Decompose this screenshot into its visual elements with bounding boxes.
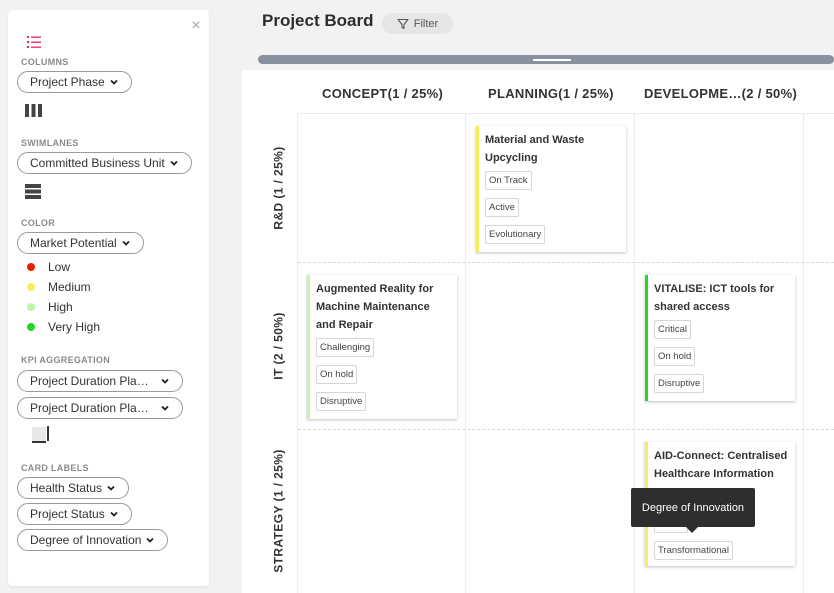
swimlanes-section-title: SWIMLANES <box>21 138 79 148</box>
list-icon[interactable] <box>27 35 41 49</box>
project-status-tag: Active <box>485 198 519 217</box>
swimlane-divider <box>298 262 834 263</box>
card-title: VITALISE: ICT tools for shared access <box>654 283 775 313</box>
columns-select-value: Project Phase <box>30 75 105 89</box>
kpi-select-2-value: Project Duration Planned <box>30 401 154 415</box>
card-labels-section-title: CARD LABELS <box>21 463 89 473</box>
column-divider <box>803 113 804 593</box>
legend-label: Very High <box>48 320 101 334</box>
kpi-select-1[interactable]: Project Duration Planned <box>17 370 183 392</box>
horizontal-scrollbar[interactable] <box>258 55 834 64</box>
legend-label: Medium <box>48 280 91 294</box>
page-title: Project Board <box>262 11 374 30</box>
filter-icon <box>397 18 409 29</box>
column-divider <box>465 113 466 593</box>
swimlanes-select[interactable]: Committed Business Unit <box>17 152 192 174</box>
chevron-down-icon <box>122 240 130 246</box>
health-status-tag: Challenging <box>316 338 375 357</box>
color-select-value: Market Potential <box>30 236 117 250</box>
scrollbar-grip[interactable] <box>533 59 571 61</box>
filter-button[interactable]: Filter <box>382 13 453 34</box>
legend-dot <box>27 303 35 311</box>
innovation-tag: Transformational <box>654 541 733 560</box>
chevron-down-icon <box>161 378 169 384</box>
chevron-down-icon <box>107 485 115 491</box>
project-card-vitalise[interactable]: VITALISE: ICT tools for shared access Cr… <box>645 275 795 401</box>
legend-item-low: Low <box>27 260 70 274</box>
column-divider <box>297 113 298 593</box>
color-select[interactable]: Market Potential <box>17 232 144 254</box>
swimlane-header-it: IT (2 / 50%) <box>262 262 296 429</box>
kpi-section-title: KPI AGGREGATION <box>21 355 111 365</box>
legend-dot <box>27 263 35 271</box>
innovation-tag: Disruptive <box>654 374 705 393</box>
swimlane-header-rd: R&D (1 / 25%) <box>262 113 296 262</box>
chevron-down-icon <box>110 79 118 85</box>
card-label-degree-of-innovation[interactable]: Degree of Innovation <box>17 529 169 551</box>
card-label-value: Health Status <box>30 481 103 495</box>
swimlane-header-strategy: STRATEGY (1 / 25%) <box>262 429 296 593</box>
rows-icon <box>25 184 41 199</box>
column-header-concept: CONCEPT(1 / 25%) <box>322 86 444 101</box>
board-top-divider <box>298 113 834 114</box>
chevron-down-icon <box>146 537 155 543</box>
filter-label: Filter <box>413 17 439 30</box>
kpi-select-1-value: Project Duration Planned <box>30 374 154 388</box>
columns-select[interactable]: Project Phase <box>17 71 132 93</box>
legend-label: Low <box>48 260 71 274</box>
project-status-tag: On hold <box>316 365 358 384</box>
card-label-project-status[interactable]: Project Status <box>17 503 132 525</box>
health-status-tag: On Track <box>485 171 532 190</box>
columns-icon <box>25 104 42 117</box>
close-icon[interactable]: × <box>191 17 201 34</box>
health-status-tag: Critical <box>654 320 692 339</box>
legend-item-very-high: Very High <box>27 320 100 334</box>
innovation-tag: Disruptive <box>316 392 367 411</box>
innovation-tag: Evolutionary <box>485 225 546 244</box>
column-header-development: DEVELOPME…(2 / 50%) <box>644 86 798 101</box>
column-header-planning: PLANNING(1 / 25%) <box>488 86 614 101</box>
tooltip: Degree of Innovation <box>631 488 755 533</box>
card-label-health-status[interactable]: Health Status <box>17 477 130 499</box>
column-divider <box>634 113 635 593</box>
settings-sidebar: × <box>8 10 209 586</box>
legend-label: High <box>48 300 73 314</box>
legend-item-medium: Medium <box>27 280 91 294</box>
legend-item-high: High <box>27 300 73 314</box>
columns-section-title: COLUMNS <box>21 57 69 67</box>
project-card-augmented-reality[interactable]: Augmented Reality for Machine Maintenanc… <box>307 275 457 419</box>
project-status-tag: On hold <box>654 347 696 366</box>
swimlane-label: IT (2 / 50%) <box>272 311 287 380</box>
swimlanes-select-value: Committed Business Unit <box>30 156 165 170</box>
chevron-down-icon <box>161 405 169 411</box>
bar-size-icon <box>32 426 49 443</box>
swimlane-label: R&D (1 / 25%) <box>272 145 286 230</box>
card-title: AID-Connect: Centralised Healthcare Info… <box>654 450 788 480</box>
legend-dot <box>27 323 35 331</box>
chevron-down-icon <box>110 511 118 517</box>
kpi-select-2[interactable]: Project Duration Planned <box>17 397 183 419</box>
swimlane-label: STRATEGY (1 / 25%) <box>272 449 287 573</box>
card-title: Augmented Reality for Machine Maintenanc… <box>316 283 434 331</box>
card-label-value: Degree of Innovation <box>30 533 142 547</box>
legend-dot <box>27 283 35 291</box>
card-label-value: Project Status <box>30 507 105 521</box>
swimlane-divider <box>298 429 834 430</box>
chevron-down-icon <box>170 160 178 166</box>
project-card-material-waste-upcycling[interactable]: Material and Waste Upcycling On Track Ac… <box>476 126 626 252</box>
card-title: Material and Waste Upcycling <box>485 134 585 164</box>
color-section-title: COLOR <box>21 218 55 228</box>
